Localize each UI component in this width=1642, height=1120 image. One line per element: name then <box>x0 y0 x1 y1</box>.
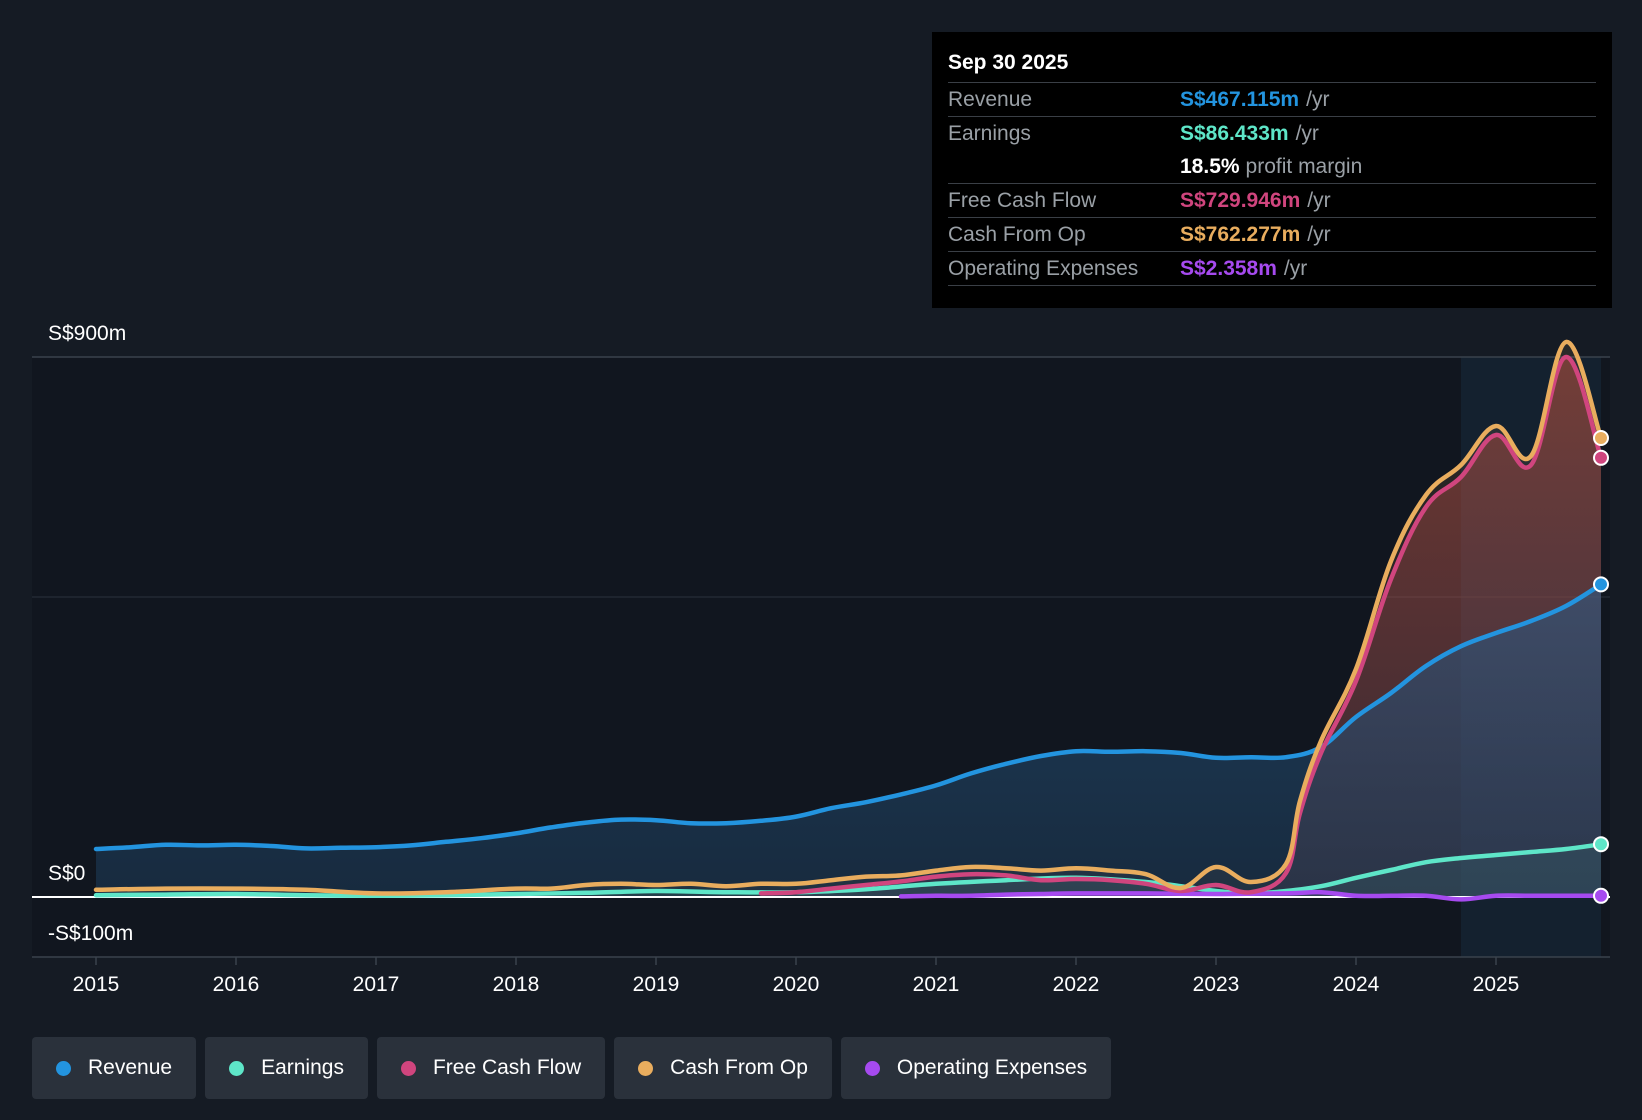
legend-label-operating-expenses: Operating Expenses <box>896 1056 1088 1079</box>
tooltip-revenue-unit: /yr <box>1306 87 1330 111</box>
x-tick-label-2015: 2015 <box>73 973 120 996</box>
cash-from-op-endpoint[interactable] <box>1593 430 1609 446</box>
tooltip-row-cfo: Cash From Op S$762.277m /yr <box>948 217 1596 251</box>
free-cash-flow-line <box>758 354 1604 896</box>
tooltip-date: Sep 30 2025 <box>948 51 1069 74</box>
legend-item-revenue[interactable]: Revenue <box>32 1037 197 1099</box>
series-lines <box>93 339 1604 902</box>
legend-item-operating-expenses[interactable]: Operating Expenses <box>840 1037 1112 1099</box>
y-label-bottom: -S$100m <box>48 922 133 945</box>
tooltip-opex-label: Operating Expenses <box>948 256 1139 280</box>
tooltip-revenue-value: S$467.115m <box>1180 87 1300 111</box>
tooltip-fcf-value: S$729.946m <box>1180 188 1301 212</box>
legend: Revenue Earnings Free Cash Flow Cash Fro… <box>32 1037 1112 1099</box>
x-tick-label-2021: 2021 <box>913 973 960 996</box>
earnings-area <box>96 844 1601 897</box>
x-tick-label-2016: 2016 <box>213 973 260 996</box>
revenue-line <box>93 582 1604 852</box>
legend-label-earnings: Earnings <box>261 1056 344 1079</box>
x-tick-label-2017: 2017 <box>353 973 400 996</box>
tooltip-opex-value: S$2.358m <box>1180 256 1277 280</box>
y-label-zero: S$0 <box>48 862 85 885</box>
x-tick-label-2024: 2024 <box>1333 973 1380 996</box>
legend-label-cash-from-op: Cash From Op <box>670 1056 808 1079</box>
free-cash-flow-dot-icon <box>400 1060 416 1076</box>
x-tick-label-2025: 2025 <box>1473 973 1520 996</box>
x-tick-label-2018: 2018 <box>493 973 540 996</box>
earnings-dot-icon <box>229 1060 245 1076</box>
tooltip-opex-unit: /yr <box>1283 256 1308 280</box>
tooltip-cfo-value: S$762.277m <box>1180 222 1301 246</box>
x-tick-label-2022: 2022 <box>1053 973 1100 996</box>
earnings-endpoint[interactable] <box>1593 836 1609 853</box>
tooltip-row-fcf: Free Cash Flow S$729.946m /yr <box>948 183 1596 217</box>
series-endpoints <box>1593 430 1609 904</box>
tooltip-margin-value: 18.5% <box>1180 154 1240 178</box>
operating-expenses-dot-icon <box>864 1060 880 1076</box>
legend-item-free-cash-flow[interactable]: Free Cash Flow <box>376 1037 606 1099</box>
tooltip-earnings-value: S$86.433m <box>1180 121 1289 145</box>
tooltip-fcf-label: Free Cash Flow <box>948 188 1097 212</box>
tooltip-earnings-label: Earnings <box>948 121 1031 145</box>
operating-expenses-line <box>898 889 1604 902</box>
tooltip-revenue-label: Revenue <box>948 87 1033 111</box>
x-axis: 2015 2016 2017 2018 2019 2020 2021 2022 2023 2024… <box>73 957 1520 996</box>
x-tick-label-2020: 2020 <box>773 973 820 996</box>
x-tick-label-2019: 2019 <box>633 973 680 996</box>
tooltip-cfo-label: Cash From Op <box>948 222 1086 246</box>
operating-expenses-endpoint[interactable] <box>1593 887 1609 904</box>
legend-label-revenue: Revenue <box>88 1056 173 1079</box>
tooltip-row-revenue: Revenue S$467.115m /yr <box>948 82 1596 116</box>
tooltip-panel: Sep 30 2025 Revenue S$467.115m /yr Earni… <box>932 32 1612 308</box>
revenue-area <box>96 584 1601 897</box>
tooltip-earnings-unit: /yr <box>1295 121 1319 145</box>
x-tick-label-2023: 2023 <box>1193 973 1240 996</box>
legend-label-free-cash-flow: Free Cash Flow <box>432 1056 582 1079</box>
tooltip-row-opex: Operating Expenses S$2.358m /yr <box>948 251 1596 286</box>
tooltip-row-earnings: Earnings S$86.433m /yr <box>948 116 1596 150</box>
legend-item-earnings[interactable]: Earnings <box>205 1037 368 1099</box>
tooltip-fcf-unit: /yr <box>1307 188 1331 212</box>
cash-from-op-dot-icon <box>638 1060 654 1076</box>
chart: S$900m S$0 -S$100m 2015 2016 2017 2018 2019 2… <box>32 322 1610 996</box>
tooltip-margin-label: profit margin <box>1245 154 1363 178</box>
tooltip-cfo-unit: /yr <box>1307 222 1331 246</box>
tooltip-row-margin: 18.5% profit margin <box>948 150 1596 183</box>
legend-item-cash-from-op[interactable]: Cash From Op <box>614 1037 832 1099</box>
free-cash-flow-endpoint[interactable] <box>1593 449 1609 466</box>
revenue-dot-icon <box>56 1060 71 1076</box>
revenue-endpoint[interactable] <box>1593 576 1609 593</box>
y-label-top: S$900m <box>48 322 126 345</box>
cash-from-op-line <box>93 339 1604 896</box>
